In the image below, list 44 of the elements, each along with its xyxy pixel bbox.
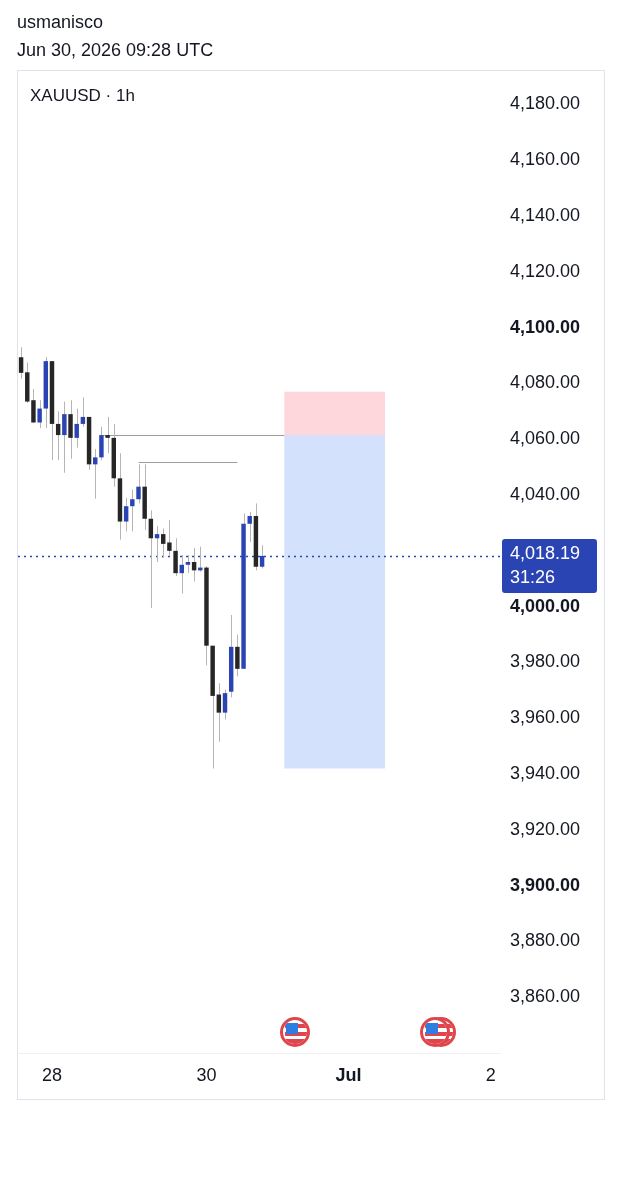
candlestick xyxy=(105,416,110,454)
candlestick xyxy=(37,399,42,429)
candlestick xyxy=(93,448,98,500)
y-tick-label: 4,140.00 xyxy=(510,205,581,226)
y-tick-label: 4,080.00 xyxy=(510,372,581,393)
x-tick-label: 30 xyxy=(196,1064,217,1085)
candlestick xyxy=(80,396,86,428)
y-tick-label: 3,880.00 xyxy=(510,930,581,951)
candlestick xyxy=(123,497,129,532)
text: XAUUSD · 1h xyxy=(30,85,135,105)
candlestick xyxy=(62,401,67,474)
y-tick-label: 3,920.00 xyxy=(510,818,581,839)
candlestick xyxy=(222,688,228,721)
x-tick-label: 28 xyxy=(41,1064,62,1085)
candlestick xyxy=(74,408,79,449)
candlestick xyxy=(68,399,73,460)
candlestick xyxy=(160,528,166,559)
y-tick-label: 4,060.00 xyxy=(510,428,581,449)
y-tick-label: 4,120.00 xyxy=(510,260,581,281)
candlestick xyxy=(99,426,104,461)
y-tick-label: 3,940.00 xyxy=(510,762,581,783)
x-tick-label: 2 xyxy=(485,1064,496,1085)
y-tick-label: 4,160.00 xyxy=(510,149,581,170)
y-tick-label: 3,980.00 xyxy=(510,651,581,672)
candlestick xyxy=(136,463,141,504)
y-tick-label: 4,000.00 xyxy=(510,595,581,616)
x-tick-label: Jul xyxy=(335,1064,362,1085)
y-tick-label: 4,180.00 xyxy=(510,93,581,114)
candlestick xyxy=(130,488,135,532)
candlestick xyxy=(31,388,36,424)
candlestick xyxy=(247,511,252,543)
y-tick-label: 3,860.00 xyxy=(510,986,581,1007)
text: 31:26 xyxy=(510,566,556,587)
candlestick xyxy=(167,519,172,556)
ref-line-label: 4,018.19 xyxy=(510,542,581,563)
y-tick-label: 3,900.00 xyxy=(510,874,581,895)
candlestick xyxy=(18,346,24,380)
y-tick-label: 3,960.00 xyxy=(510,707,581,728)
y-tick-label: 4,040.00 xyxy=(510,484,581,505)
text: Jun 30, 2026 09:28 UTC xyxy=(17,39,215,62)
candlestick xyxy=(173,537,178,577)
text: usmanisco xyxy=(17,11,105,34)
candlestick xyxy=(235,634,240,677)
y-tick-label: 4,100.00 xyxy=(510,316,581,337)
